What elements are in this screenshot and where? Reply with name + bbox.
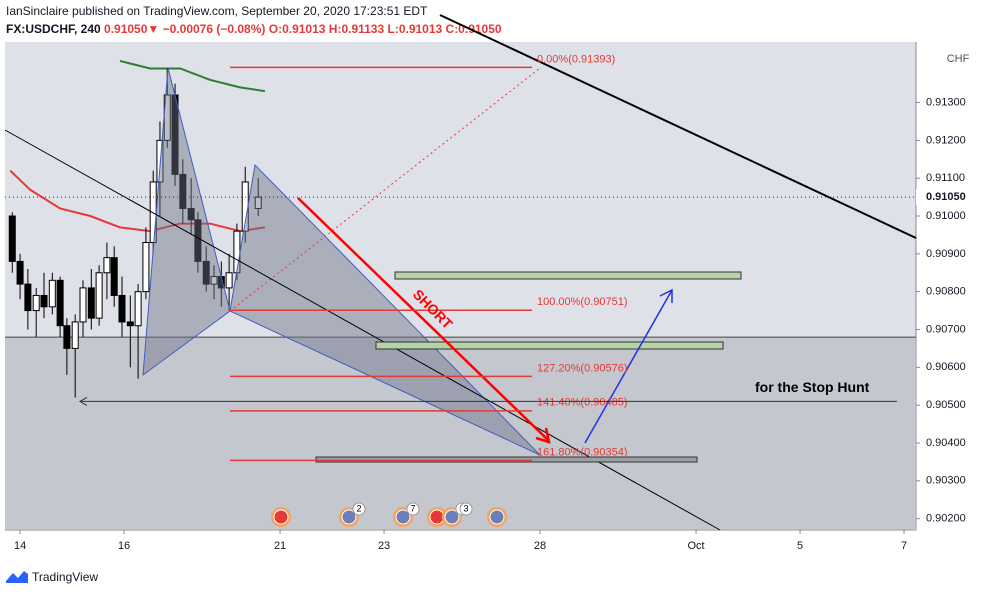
event-badge-count: 7	[410, 503, 415, 513]
candle-body	[134, 291, 142, 327]
candle-body	[210, 276, 218, 285]
event-flag	[489, 509, 505, 525]
candle-body	[48, 279, 56, 308]
candle-body	[16, 260, 24, 285]
y-axis-bg	[916, 42, 984, 530]
last: 0.91050	[104, 22, 148, 36]
support-shade	[5, 337, 916, 530]
y-tick-label: 0.91000	[926, 210, 966, 222]
legend-line: FX:USDCHF, 240 0.91050▼ −0.00076 (−0.08%…	[6, 22, 502, 36]
candle-body	[40, 294, 48, 308]
y-tick-label: 0.90900	[926, 248, 966, 260]
zone	[394, 271, 742, 280]
y-tick-label: 0.91300	[926, 96, 966, 108]
symbol: FX:USDCHF, 240	[6, 22, 101, 36]
event-badge-count: 3	[463, 503, 468, 513]
byline: IanSinclaire published on TradingView.co…	[6, 4, 428, 18]
candle-body	[24, 283, 32, 312]
event-badge-count: 2	[356, 503, 361, 513]
event-flag	[444, 509, 460, 525]
candle-body	[225, 272, 233, 289]
candle-body	[194, 219, 202, 262]
y-tick-label: 0.90500	[926, 399, 966, 411]
candle-body	[79, 287, 87, 323]
ohlc: O:0.91013 H:0.91133 L:0.91013 C:0.91050	[268, 22, 502, 36]
candle-body	[56, 279, 64, 327]
candle-body	[142, 241, 150, 293]
logo	[6, 571, 28, 583]
event-badge	[459, 502, 473, 516]
candle-body	[87, 287, 95, 319]
candle-body	[254, 196, 262, 209]
change: ▼ −0.00076 (−0.08%)	[147, 22, 266, 36]
event-flag	[273, 509, 289, 525]
x-tick-label: 14	[14, 540, 26, 552]
candle-body	[110, 257, 118, 296]
x-tick-label: 16	[118, 540, 130, 552]
candle-body	[202, 260, 210, 285]
candle-body	[95, 272, 103, 319]
candle-body	[187, 207, 195, 221]
harmonic-xab	[142, 67, 231, 377]
candle-body	[32, 294, 40, 312]
fib-label: 0.00%(0.91393)	[537, 53, 615, 65]
currency: CHF	[947, 53, 970, 65]
y-tick-label: 0.90700	[926, 323, 966, 335]
x-tick-label: 23	[378, 540, 390, 552]
fib-dotted	[229, 67, 541, 312]
x-tick-label: 21	[274, 540, 286, 552]
last-price-label: 0.91050	[926, 191, 966, 203]
y-tick-label: 0.90400	[926, 437, 966, 449]
candle-body	[71, 321, 79, 349]
event-flag	[395, 509, 411, 525]
candle-body	[103, 257, 111, 274]
candle-body	[63, 325, 71, 349]
y-tick-label: 0.91200	[926, 134, 966, 146]
y-tick-label: 0.90800	[926, 286, 966, 298]
fib-label: 161.80%(0.90354)	[537, 446, 628, 458]
candle-body	[118, 294, 126, 323]
long-arrow-head	[659, 288, 673, 303]
candle-body	[126, 321, 134, 327]
trend-line	[4, 129, 721, 531]
brand: TradingView	[32, 570, 98, 584]
short-arrow	[297, 197, 549, 441]
fib-label: 141.40%(0.90485)	[537, 397, 628, 409]
zone	[375, 341, 724, 350]
fib-label: 100.00%(0.90751)	[537, 296, 628, 308]
event-badge	[352, 502, 366, 516]
candle-body	[8, 215, 16, 262]
event-badge	[406, 502, 420, 516]
long-arrow	[584, 289, 673, 444]
x-tick-label: Oct	[687, 540, 704, 552]
moving-average	[9, 169, 266, 233]
y-tick-label: 0.90300	[926, 475, 966, 487]
x-tick-label: 7	[901, 540, 907, 552]
y-tick-label: 0.90600	[926, 361, 966, 373]
fib-label: 127.20%(0.90576)	[537, 362, 628, 374]
trend-line-upper	[439, 14, 917, 239]
x-tick-label: 5	[797, 540, 803, 552]
short-arrow-head	[535, 427, 551, 444]
moving-average	[119, 59, 266, 93]
stop-hunt-label: for the Stop Hunt	[755, 379, 870, 395]
zone	[315, 456, 698, 463]
candle-body	[179, 173, 187, 209]
stop-hunt-arrow	[78, 396, 88, 406]
y-tick-label: 0.90200	[926, 513, 966, 525]
x-tick-label: 28	[534, 540, 546, 552]
y-tick-label: 0.91100	[926, 172, 965, 184]
event-flag	[429, 509, 445, 525]
last-price-box	[916, 189, 984, 206]
event-flag	[341, 509, 357, 525]
